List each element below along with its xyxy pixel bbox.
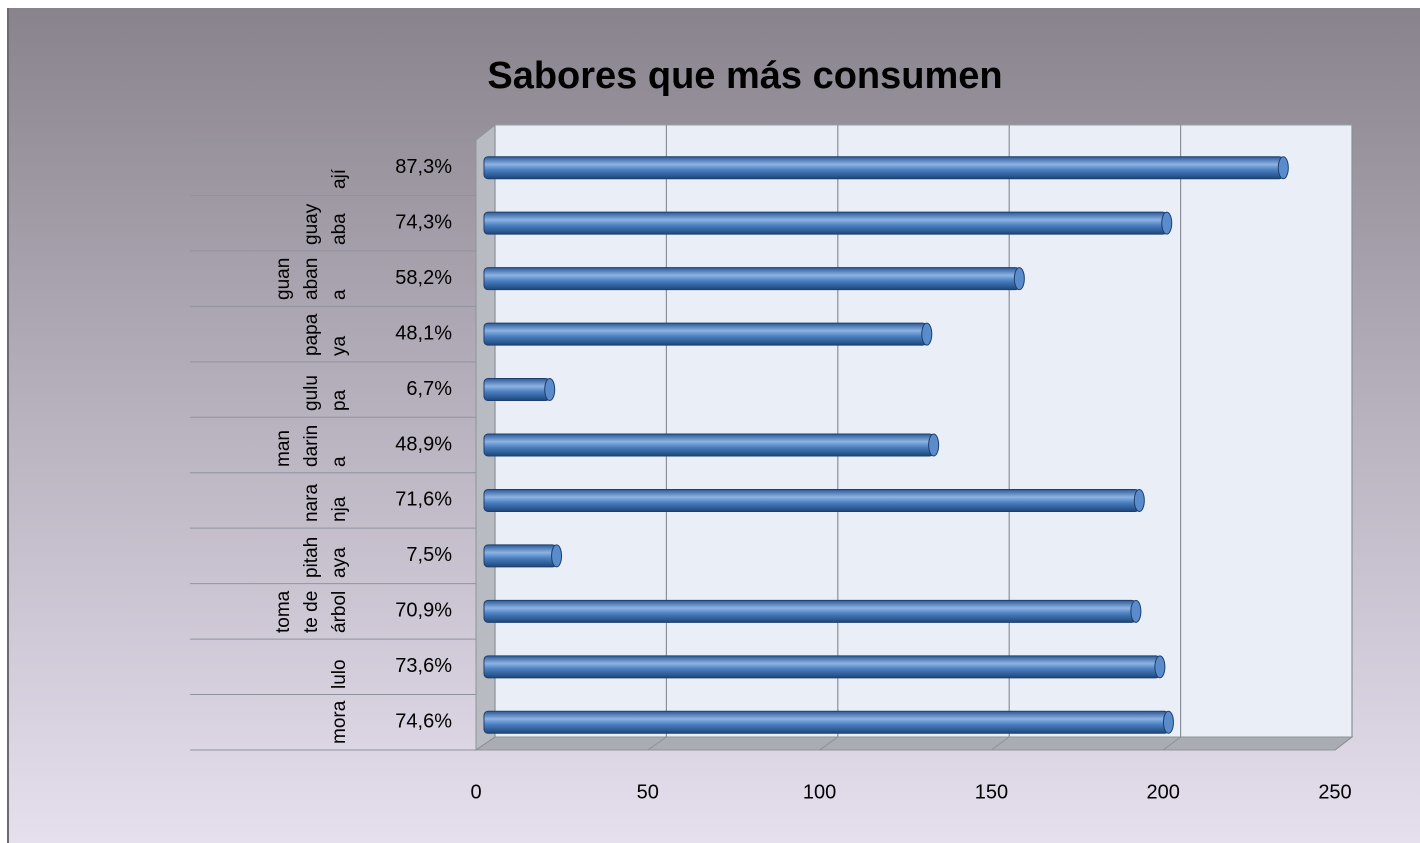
bar-cap bbox=[1162, 710, 1174, 734]
bar-cap bbox=[1133, 488, 1145, 512]
x-tick-label: 200 bbox=[1147, 781, 1180, 803]
bar bbox=[483, 211, 1168, 235]
percent-label: 48,9% bbox=[395, 433, 452, 455]
x-tick-label: 100 bbox=[803, 781, 836, 803]
percent-label: 6,7% bbox=[406, 378, 452, 400]
floor-grid-line bbox=[991, 736, 1010, 751]
floor-grid-line bbox=[1334, 736, 1353, 751]
bar-cap bbox=[928, 433, 940, 457]
percent-label: 71,6% bbox=[395, 489, 452, 511]
category-label: lulo bbox=[329, 658, 350, 689]
bar-cap bbox=[1130, 599, 1142, 623]
bar-cap bbox=[1013, 267, 1025, 291]
category-label: naranja bbox=[301, 484, 350, 523]
bar-cap bbox=[1277, 156, 1289, 180]
category-label: mandarina bbox=[273, 424, 350, 467]
category-label: guanabana bbox=[273, 258, 350, 301]
x-tick-label: 50 bbox=[637, 781, 659, 803]
category-label: papaya bbox=[301, 313, 350, 356]
bar bbox=[483, 322, 928, 346]
floor-grid-line bbox=[647, 736, 667, 751]
bar bbox=[483, 710, 1169, 734]
category-label: mora bbox=[329, 700, 350, 744]
bar bbox=[483, 433, 935, 457]
percent-label: 7,5% bbox=[406, 544, 452, 566]
bar-cap bbox=[921, 322, 933, 346]
bar bbox=[483, 267, 1020, 291]
bar bbox=[483, 544, 558, 568]
bar bbox=[483, 488, 1140, 512]
bar-cap bbox=[1161, 211, 1173, 235]
bar bbox=[483, 378, 551, 402]
category-label: pitahaya bbox=[301, 536, 350, 578]
percent-label: 74,6% bbox=[395, 711, 452, 733]
percent-label: 48,1% bbox=[395, 322, 452, 344]
percent-label: 58,2% bbox=[395, 267, 452, 289]
bar bbox=[483, 655, 1161, 679]
floor-grid-line bbox=[1162, 736, 1181, 751]
category-label: ají bbox=[329, 169, 350, 190]
floor-grid-line bbox=[819, 736, 839, 751]
x-tick-label: 0 bbox=[470, 781, 481, 803]
floor-grid-line bbox=[475, 736, 496, 751]
category-label: gulupa bbox=[301, 375, 350, 412]
x-tick-label: 150 bbox=[975, 781, 1008, 803]
bar-cap bbox=[1154, 655, 1166, 679]
percent-label: 74,3% bbox=[395, 211, 452, 233]
bar-cap bbox=[544, 378, 556, 402]
percent-label: 73,6% bbox=[395, 655, 452, 677]
x-tick-label: 250 bbox=[1318, 781, 1351, 803]
bar bbox=[483, 599, 1137, 623]
bar bbox=[483, 156, 1284, 180]
percent-label: 87,3% bbox=[395, 156, 452, 178]
chart-title: Sabores que más consumen bbox=[487, 55, 1002, 97]
floor bbox=[474, 736, 1354, 751]
category-label: guayaba bbox=[301, 203, 350, 245]
category-label: tomate de árbol bbox=[273, 590, 350, 634]
bar-cap bbox=[551, 544, 563, 568]
percent-label: 70,9% bbox=[395, 600, 452, 622]
